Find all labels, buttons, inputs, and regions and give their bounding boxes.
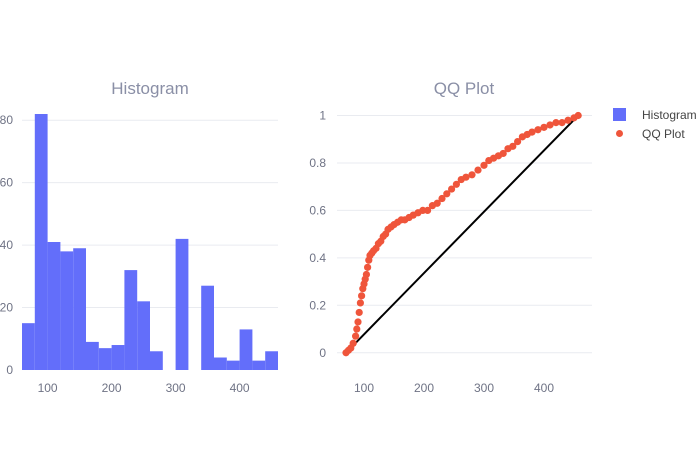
x-tick-label: 400 [534, 381, 554, 395]
histogram-bar[interactable] [150, 351, 163, 370]
qq-point[interactable] [540, 123, 548, 131]
qq-point[interactable] [552, 119, 560, 127]
histogram-y-ticks: 0 20 40 60 80 [0, 113, 13, 377]
histogram-bar[interactable] [137, 301, 150, 370]
y-tick-label: 60 [0, 176, 13, 190]
qq-reference-line [345, 114, 579, 354]
qq-point[interactable] [364, 263, 372, 271]
y-tick-label: 0 [319, 346, 326, 360]
histogram-bar[interactable] [201, 285, 214, 370]
x-tick-label: 200 [102, 381, 122, 395]
legend-label-histogram: Histogram [642, 108, 697, 122]
qq-point[interactable] [462, 173, 470, 181]
y-tick-label: 0.8 [309, 156, 326, 170]
qq-y-ticks: 0 0.2 0.4 0.6 0.8 1 [309, 108, 326, 359]
qq-point[interactable] [480, 161, 488, 169]
qq-point[interactable] [546, 121, 554, 129]
histogram-bar[interactable] [60, 251, 74, 370]
y-tick-label: 0 [6, 363, 13, 377]
legend-item-qq-plot[interactable]: QQ Plot [616, 127, 685, 141]
qq-point[interactable] [433, 199, 441, 207]
histogram-x-ticks: 100 200 300 400 [38, 381, 250, 395]
qq-point[interactable] [474, 166, 482, 174]
legend-item-histogram[interactable]: Histogram [613, 108, 697, 122]
qq-point[interactable] [353, 325, 361, 333]
qq-point[interactable] [534, 126, 542, 134]
x-tick-label: 200 [414, 381, 434, 395]
qq-points [342, 111, 582, 357]
x-tick-label: 400 [230, 381, 250, 395]
qq-point[interactable] [509, 142, 517, 150]
qq-point[interactable] [362, 270, 370, 279]
qq-point[interactable] [352, 332, 360, 340]
legend-circle-icon [616, 130, 623, 137]
qq-point[interactable] [355, 308, 363, 317]
qq-point[interactable] [514, 137, 522, 146]
y-tick-label: 0.4 [309, 251, 326, 265]
y-tick-label: 0.6 [309, 203, 326, 217]
histogram-bar[interactable] [98, 348, 112, 370]
qq-point[interactable] [424, 206, 432, 214]
qq-point[interactable] [574, 111, 582, 120]
qq-point[interactable] [528, 128, 536, 136]
reference-line [345, 114, 579, 354]
histogram-bars [22, 114, 278, 370]
histogram-bar[interactable] [47, 242, 61, 370]
x-tick-label: 300 [166, 381, 186, 395]
histogram-subplot: Histogram 100 200 300 400 0 20 40 60 80 [0, 79, 278, 395]
qq-title: QQ Plot [434, 79, 495, 98]
histogram-bar[interactable] [214, 357, 227, 370]
qq-point[interactable] [452, 180, 460, 188]
qq-point[interactable] [564, 116, 572, 124]
y-tick-label: 80 [0, 113, 13, 127]
qq-point[interactable] [358, 292, 366, 300]
x-tick-label: 100 [38, 381, 58, 395]
x-tick-label: 100 [354, 381, 374, 395]
histogram-bar[interactable] [124, 270, 138, 370]
qq-point[interactable] [443, 190, 451, 198]
qq-point[interactable] [356, 299, 364, 307]
histogram-title: Histogram [111, 79, 188, 98]
histogram-bar[interactable] [239, 329, 253, 370]
qq-point[interactable] [468, 171, 476, 179]
y-tick-label: 20 [0, 301, 13, 315]
qq-point[interactable] [499, 149, 507, 158]
histogram-bar[interactable] [111, 345, 125, 370]
legend-square-icon [613, 108, 626, 121]
histogram-bar[interactable] [226, 360, 240, 370]
x-tick-label: 300 [474, 381, 494, 395]
legend-label-qq-plot: QQ Plot [642, 127, 685, 141]
qq-point[interactable] [438, 194, 446, 203]
histogram-bar[interactable] [86, 341, 99, 370]
y-tick-label: 0.2 [309, 298, 326, 312]
qq-point[interactable] [558, 119, 566, 127]
qq-point[interactable] [448, 185, 456, 193]
histogram-bar[interactable] [34, 114, 48, 370]
qq-point[interactable] [349, 339, 357, 347]
qq-gridlines [337, 114, 592, 354]
qq-point[interactable] [354, 318, 362, 326]
histogram-bar[interactable] [265, 351, 278, 370]
legend[interactable]: Histogram QQ Plot [613, 108, 697, 141]
histogram-bar[interactable] [175, 238, 189, 370]
histogram-bar[interactable] [252, 360, 266, 370]
qq-subplot: QQ Plot 100 200 300 400 0 0.2 0.4 0.6 0.8 1 [309, 79, 592, 395]
histogram-bar[interactable] [73, 248, 86, 370]
y-tick-label: 40 [0, 238, 13, 252]
histogram-bar[interactable] [22, 323, 35, 370]
qq-x-ticks: 100 200 300 400 [354, 381, 554, 395]
y-tick-label: 1 [319, 108, 326, 122]
